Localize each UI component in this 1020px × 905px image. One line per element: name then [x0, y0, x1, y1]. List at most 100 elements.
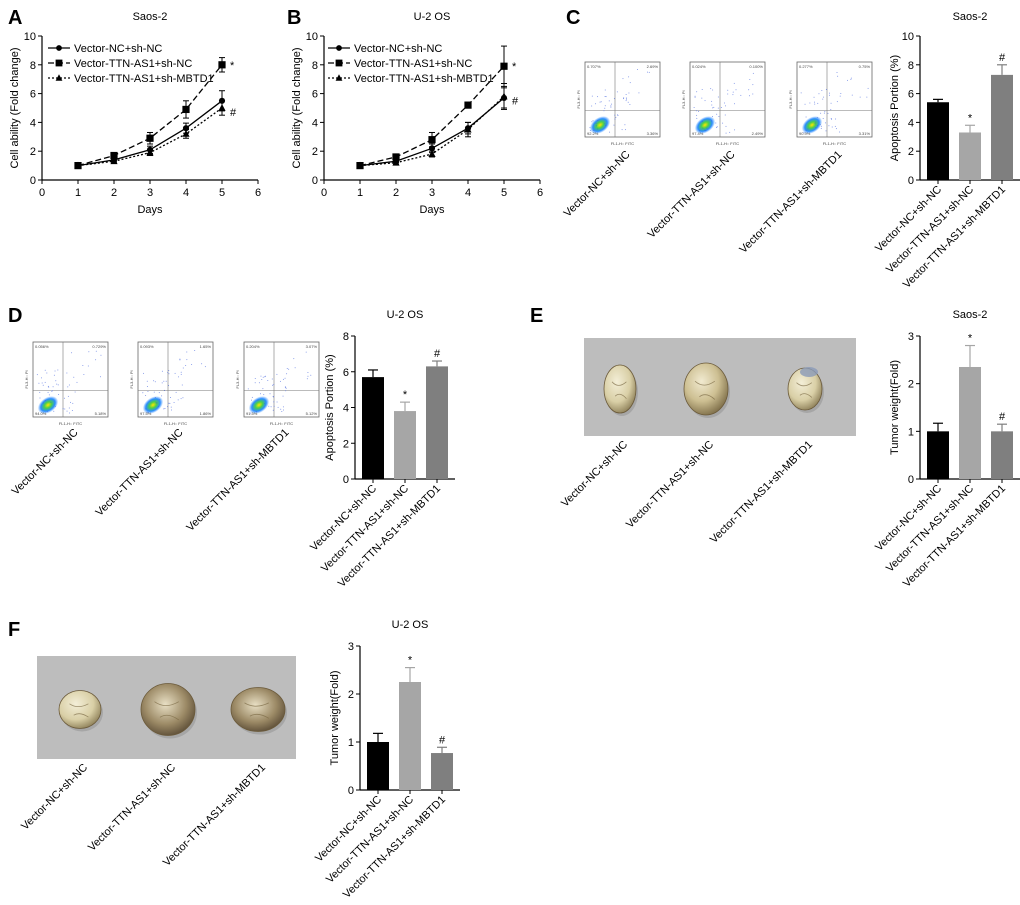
y-tick-label: 4: [908, 117, 914, 129]
significance-mark: #: [439, 734, 446, 746]
event-dot: [161, 382, 163, 384]
event-dot: [174, 372, 176, 374]
event-dot: [282, 378, 284, 380]
event-dot: [828, 125, 830, 127]
event-dot: [307, 371, 309, 373]
cell-population: [694, 116, 716, 134]
event-dot: [276, 401, 278, 403]
event-dot: [95, 359, 97, 361]
y-tick-label: 8: [312, 60, 318, 72]
y-axis-label: Apoptosis Portion (%): [889, 55, 901, 161]
event-dot: [167, 406, 169, 408]
event-dot: [194, 349, 196, 351]
event-dot: [823, 112, 825, 114]
event-dot: [57, 384, 59, 386]
data-point: [182, 129, 190, 137]
tumor-lobe: [796, 382, 813, 398]
y-tick-label: 0: [343, 474, 349, 486]
event-dot: [179, 359, 181, 361]
event-dot: [727, 93, 729, 95]
y-tick-label: 0: [312, 175, 318, 187]
event-dot: [100, 376, 102, 378]
event-dot: [258, 382, 260, 384]
chart-title: U-2 OS: [387, 309, 424, 321]
event-dot: [734, 129, 736, 131]
event-dot: [255, 411, 257, 413]
event-dot: [281, 411, 283, 413]
chart-title: U-2 OS: [414, 11, 451, 23]
tumor-lobe: [694, 380, 716, 400]
event-dot: [711, 120, 713, 122]
quadrant-ur-value: 3.07%: [306, 344, 318, 349]
event-dot: [50, 401, 52, 403]
event-dot: [696, 91, 698, 93]
event-dot: [622, 78, 624, 80]
quadrant-ul-value: 0.024%: [692, 64, 706, 69]
bar: [362, 377, 384, 479]
event-dot: [63, 397, 65, 399]
event-dot: [95, 350, 97, 352]
event-dot: [818, 93, 820, 95]
y-tick-label: 10: [24, 31, 36, 43]
event-dot: [830, 109, 832, 111]
cell-population: [37, 396, 59, 414]
event-dot: [597, 119, 599, 121]
group-label: Vector-TTN-AS1+sh-MBTD1: [708, 439, 815, 546]
y-tick-label: 2: [30, 146, 36, 158]
group-label: Vector-NC+sh-NC: [559, 439, 630, 510]
event-dot: [288, 368, 290, 370]
event-dot: [828, 92, 830, 94]
y-tick-label: 4: [312, 117, 318, 129]
y-tick-label: 8: [30, 60, 36, 72]
event-dot: [814, 123, 816, 125]
bar: [367, 742, 389, 790]
event-dot: [204, 366, 206, 368]
panel-label-b: B: [287, 7, 301, 29]
event-dot: [623, 97, 625, 99]
event-dot: [720, 107, 722, 109]
event-dot: [729, 131, 731, 133]
event-dot: [614, 114, 616, 116]
tumor-lobe: [244, 702, 270, 719]
event-dot: [100, 354, 102, 356]
event-dot: [310, 374, 312, 376]
event-dot: [704, 100, 706, 102]
event-dot: [66, 372, 68, 374]
chart-title: U-2 OS: [392, 619, 429, 631]
event-dot: [155, 402, 157, 404]
event-dot: [53, 374, 55, 376]
event-dot: [76, 381, 78, 383]
event-dot: [711, 100, 713, 102]
data-point: [110, 151, 118, 160]
quadrant-ul-value: 0.056%: [35, 344, 49, 349]
event-dot: [277, 406, 279, 408]
event-dot: [830, 118, 832, 120]
event-dot: [163, 408, 165, 410]
event-dot: [153, 391, 155, 393]
event-dot: [170, 406, 172, 408]
event-dot: [154, 397, 156, 399]
quadrant-ul-value: 0.093%: [140, 344, 154, 349]
quadrant-ur-value: 0.100%: [749, 64, 763, 69]
event-dot: [168, 373, 170, 375]
event-dot: [48, 394, 50, 396]
event-dot: [748, 95, 750, 97]
event-dot: [608, 100, 610, 102]
significance-mark: #: [999, 411, 1006, 423]
y-tick-label: 0: [908, 175, 914, 187]
event-dot: [624, 129, 626, 131]
event-dot: [733, 82, 735, 84]
event-dot: [604, 105, 606, 107]
event-dot: [716, 113, 718, 115]
event-dot: [706, 127, 708, 129]
y-tick-label: 2: [908, 379, 914, 391]
event-dot: [800, 92, 802, 94]
flow-plot: 0.093% 1.65%97.5% 1.86%FL1-H:: FITC FL3-H::…: [93, 341, 214, 519]
event-dot: [265, 375, 267, 377]
y-axis-label: Apoptosis Portion (%): [324, 354, 336, 460]
event-dot: [589, 127, 591, 129]
event-dot: [191, 364, 193, 366]
event-dot: [623, 98, 625, 100]
tumor-lobe: [154, 701, 180, 721]
